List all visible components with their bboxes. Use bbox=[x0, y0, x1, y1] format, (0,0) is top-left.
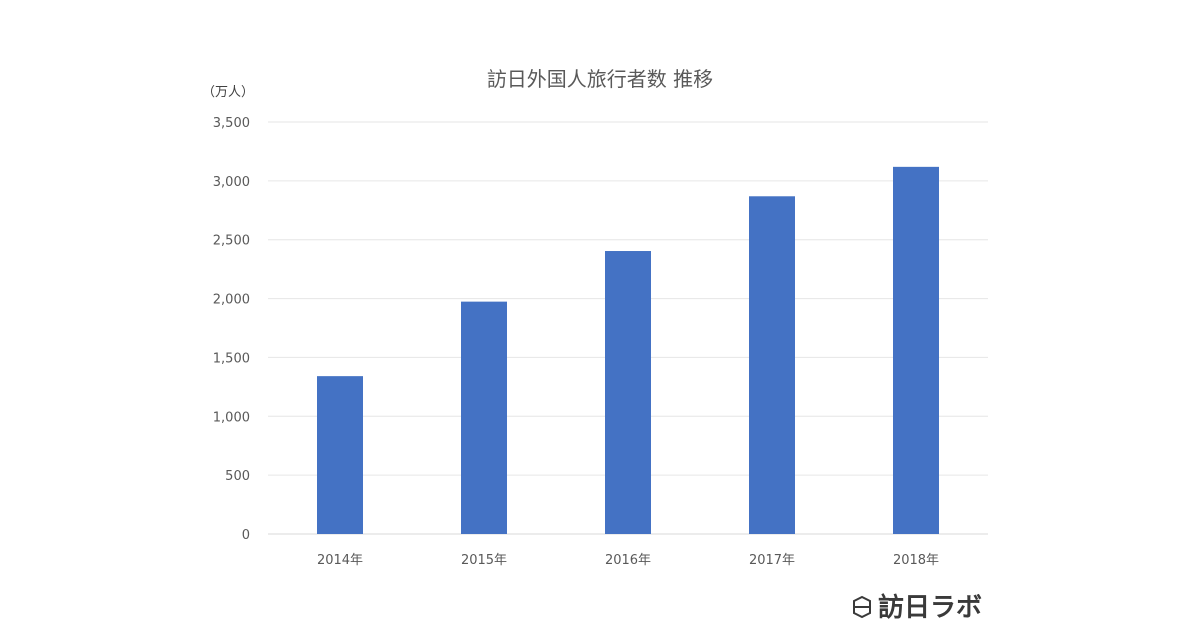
y-tick-label: 3,000 bbox=[213, 175, 250, 190]
x-tick-label: 2015年 bbox=[461, 553, 507, 568]
bar bbox=[749, 196, 795, 534]
x-tick-label: 2018年 bbox=[893, 553, 939, 568]
x-tick-label: 2017年 bbox=[749, 553, 795, 568]
logo-text: 訪日ラボ bbox=[878, 592, 982, 623]
bar bbox=[605, 251, 651, 534]
x-tick-label: 2014年 bbox=[317, 553, 363, 568]
y-tick-label: 1,000 bbox=[213, 410, 250, 425]
bar bbox=[461, 301, 507, 534]
x-tick-label: 2016年 bbox=[605, 553, 651, 568]
y-tick-label: 0 bbox=[242, 528, 250, 543]
chart-title: 訪日外国人旅行者数 推移 bbox=[487, 67, 713, 91]
y-tick-label: 2,500 bbox=[213, 234, 250, 249]
bars bbox=[317, 166, 939, 535]
y-tick-label: 1,500 bbox=[213, 351, 250, 366]
y-axis-unit: （万人） bbox=[202, 85, 254, 100]
y-tick-label: 3,500 bbox=[213, 116, 250, 131]
x-axis-ticks: 2014年 2015年 2016年 2017年 2018年 bbox=[317, 553, 939, 568]
logo: 訪日ラボ bbox=[853, 592, 982, 623]
bar bbox=[893, 166, 939, 535]
y-tick-label: 500 bbox=[225, 469, 250, 484]
badge-icon bbox=[853, 595, 871, 619]
bar bbox=[317, 376, 363, 534]
y-tick-label: 2,000 bbox=[213, 293, 250, 308]
y-axis-ticks: 0 500 1,000 1,500 2,000 2,500 3,000 3,500 bbox=[213, 116, 250, 543]
